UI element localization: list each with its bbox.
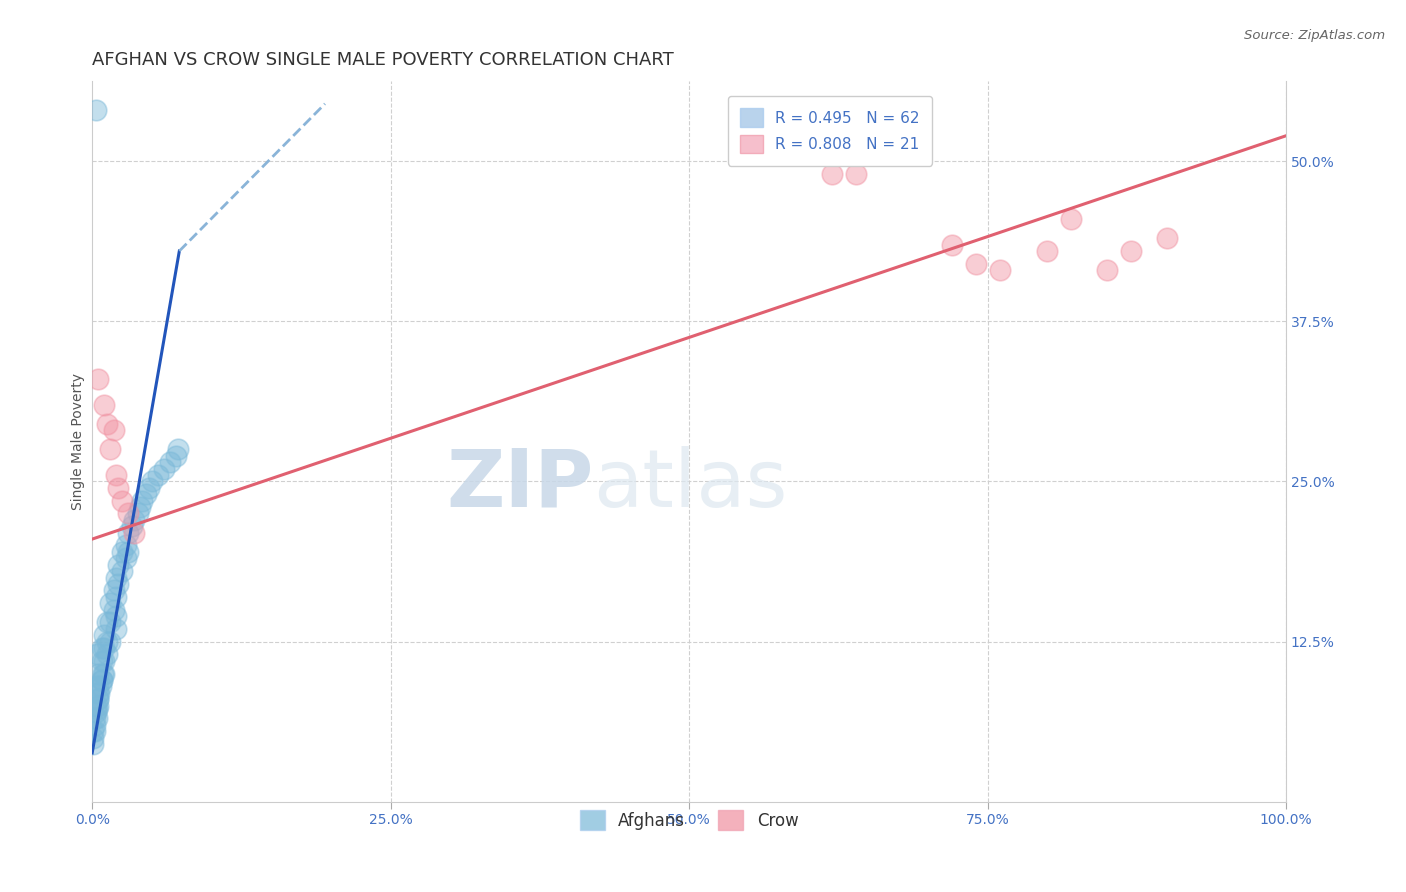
Point	[93, 628, 115, 642]
Point	[105, 622, 128, 636]
Point	[90, 673, 112, 687]
Point	[117, 507, 139, 521]
Point	[153, 461, 176, 475]
Point	[83, 724, 105, 739]
Point	[1156, 231, 1178, 245]
Text: atlas: atlas	[593, 446, 787, 524]
Point	[83, 718, 105, 732]
Point	[93, 654, 115, 668]
Point	[103, 423, 125, 437]
Point	[87, 698, 110, 713]
Point	[107, 558, 129, 572]
Point	[1119, 244, 1142, 258]
Point	[111, 564, 134, 578]
Point	[122, 513, 145, 527]
Point	[114, 551, 136, 566]
Point	[941, 237, 963, 252]
Point	[93, 398, 115, 412]
Point	[96, 634, 118, 648]
Point	[84, 698, 107, 713]
Legend: Afghans, Crow: Afghans, Crow	[567, 797, 811, 844]
Point	[90, 640, 112, 655]
Point	[146, 468, 169, 483]
Y-axis label: Single Male Poverty: Single Male Poverty	[72, 373, 86, 510]
Point	[114, 539, 136, 553]
Point	[129, 500, 152, 514]
Point	[821, 167, 844, 181]
Point	[96, 615, 118, 630]
Point	[1060, 212, 1083, 227]
Point	[96, 417, 118, 431]
Point	[880, 142, 903, 156]
Point	[105, 590, 128, 604]
Point	[117, 545, 139, 559]
Point	[117, 525, 139, 540]
Point	[103, 602, 125, 616]
Point	[105, 468, 128, 483]
Point	[90, 679, 112, 693]
Point	[988, 263, 1011, 277]
Point	[90, 673, 112, 687]
Point	[86, 648, 108, 662]
Point	[965, 257, 987, 271]
Point	[93, 666, 115, 681]
Point	[111, 545, 134, 559]
Point	[1095, 263, 1118, 277]
Point	[82, 724, 104, 739]
Point	[90, 654, 112, 668]
Point	[127, 507, 149, 521]
Point	[98, 596, 121, 610]
Point	[105, 570, 128, 584]
Point	[87, 679, 110, 693]
Text: ZIP: ZIP	[446, 446, 593, 524]
Point	[1036, 244, 1059, 258]
Point	[86, 702, 108, 716]
Point	[103, 583, 125, 598]
Point	[105, 608, 128, 623]
Point	[89, 686, 111, 700]
Point	[138, 481, 160, 495]
Point	[86, 711, 108, 725]
Point	[135, 487, 157, 501]
Point	[82, 731, 104, 745]
Point	[131, 493, 153, 508]
Point	[87, 372, 110, 386]
Point	[111, 493, 134, 508]
Text: AFGHAN VS CROW SINGLE MALE POVERTY CORRELATION CHART: AFGHAN VS CROW SINGLE MALE POVERTY CORRE…	[93, 51, 673, 69]
Point	[167, 442, 190, 457]
Point	[845, 167, 868, 181]
Point	[98, 634, 121, 648]
Point	[98, 442, 121, 457]
Point	[84, 705, 107, 719]
Point	[141, 475, 163, 489]
Point	[93, 640, 115, 655]
Point	[87, 692, 110, 706]
Point	[159, 455, 181, 469]
Point	[107, 577, 129, 591]
Point	[121, 519, 143, 533]
Point	[165, 449, 187, 463]
Point	[83, 711, 105, 725]
Point	[107, 481, 129, 495]
Point	[82, 737, 104, 751]
Point	[96, 648, 118, 662]
Point	[91, 666, 114, 681]
Point	[87, 686, 110, 700]
Text: Source: ZipAtlas.com: Source: ZipAtlas.com	[1244, 29, 1385, 42]
Point	[84, 103, 107, 117]
Point	[87, 666, 110, 681]
Point	[122, 525, 145, 540]
Point	[87, 692, 110, 706]
Point	[98, 615, 121, 630]
